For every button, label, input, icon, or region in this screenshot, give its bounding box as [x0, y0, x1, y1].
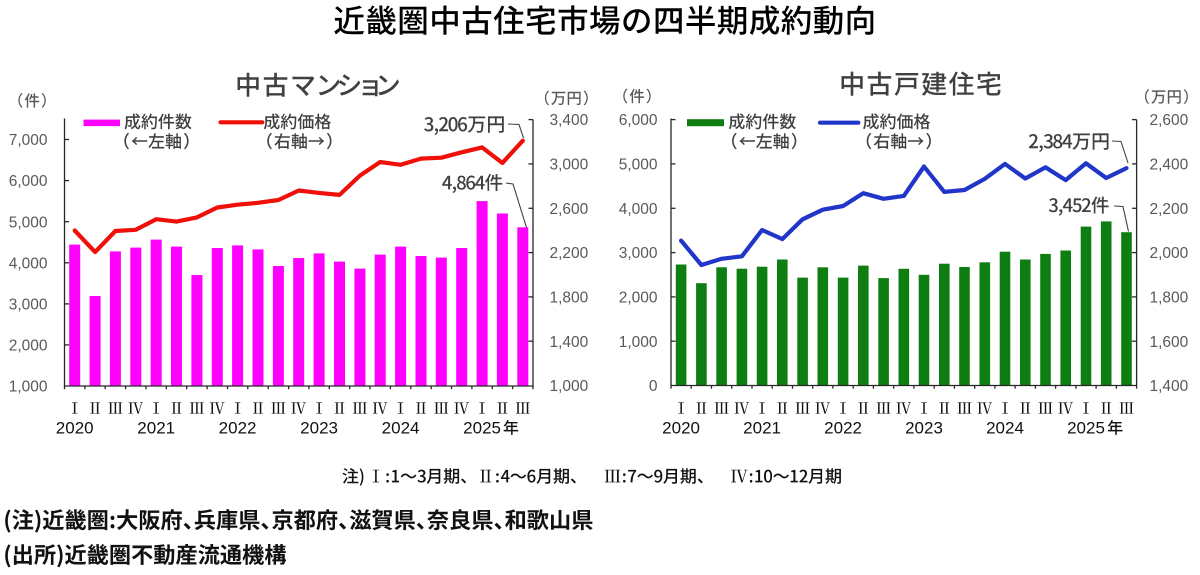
svg-text:1,000: 1,000 — [550, 378, 589, 395]
svg-text:2022: 2022 — [824, 419, 862, 438]
svg-text:2024: 2024 — [382, 419, 420, 438]
svg-text:7,000: 7,000 — [9, 132, 48, 149]
svg-text:1,600: 1,600 — [1150, 334, 1189, 351]
svg-text:4,000: 4,000 — [619, 201, 658, 218]
svg-text:2022: 2022 — [219, 419, 257, 438]
svg-text:2,600: 2,600 — [1150, 112, 1189, 129]
svg-text:5,000: 5,000 — [619, 157, 658, 174]
svg-text:2023: 2023 — [905, 419, 943, 438]
svg-text:2021: 2021 — [137, 419, 175, 438]
svg-text:1,400: 1,400 — [1150, 378, 1189, 395]
svg-text:1,000: 1,000 — [619, 334, 658, 351]
svg-text:6,000: 6,000 — [9, 173, 48, 190]
svg-text:6,000: 6,000 — [619, 112, 658, 129]
svg-text:2,400: 2,400 — [1150, 157, 1189, 174]
svg-text:4,000: 4,000 — [9, 255, 48, 272]
svg-text:3,400: 3,400 — [550, 112, 589, 129]
svg-text:2,000: 2,000 — [619, 290, 658, 307]
svg-text:2,200: 2,200 — [550, 245, 589, 262]
svg-text:2,600: 2,600 — [550, 201, 589, 218]
svg-text:5,000: 5,000 — [9, 214, 48, 231]
svg-text:2020: 2020 — [56, 419, 94, 438]
svg-text:2,000: 2,000 — [9, 338, 48, 355]
svg-text:0: 0 — [649, 378, 658, 395]
svg-text:2025: 2025 — [1067, 419, 1105, 438]
svg-text:2021: 2021 — [743, 419, 781, 438]
svg-text:3,000: 3,000 — [619, 245, 658, 262]
svg-text:3,000: 3,000 — [9, 297, 48, 314]
svg-text:2024: 2024 — [986, 419, 1024, 438]
svg-text:2023: 2023 — [300, 419, 338, 438]
svg-text:2020: 2020 — [662, 419, 700, 438]
svg-text:1,400: 1,400 — [550, 334, 589, 351]
svg-text:1,000: 1,000 — [9, 379, 48, 396]
svg-text:3,000: 3,000 — [550, 157, 589, 174]
svg-text:1,800: 1,800 — [550, 290, 589, 307]
svg-text:2,000: 2,000 — [1150, 245, 1189, 262]
svg-text:2025: 2025 — [463, 419, 501, 438]
svg-text:2,200: 2,200 — [1150, 201, 1189, 218]
svg-text:1,800: 1,800 — [1150, 290, 1189, 307]
